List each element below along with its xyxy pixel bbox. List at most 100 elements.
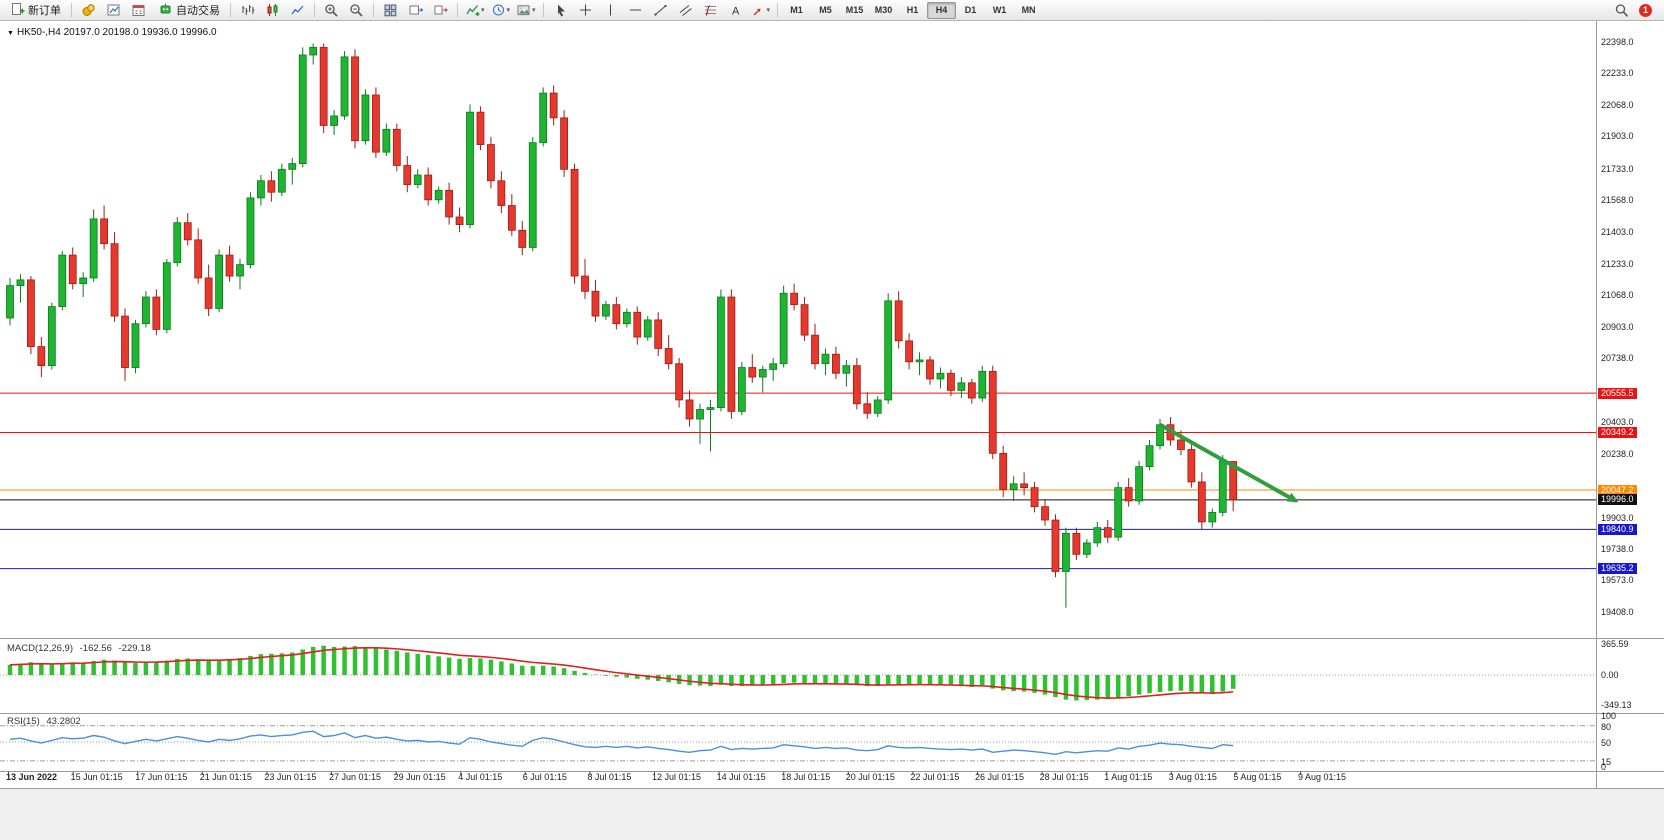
toolbar-separator: [71, 3, 72, 17]
bar-chart-icon-button[interactable]: [235, 1, 260, 20]
candle-body: [633, 311, 642, 338]
time-label: 18 Jul 01:15: [781, 772, 831, 782]
candle-body: [842, 365, 851, 374]
text-a-glyph: A: [732, 6, 740, 18]
candle-body: [528, 142, 537, 248]
candle-body: [643, 319, 652, 338]
crosshair-icon-button[interactable]: [573, 1, 598, 20]
trendline-icon-button[interactable]: [648, 1, 673, 20]
new-order-button[interactable]: 新订单: [4, 1, 67, 20]
candle-body: [1103, 527, 1112, 538]
chart-shift-icon-button[interactable]: [428, 1, 453, 20]
collapse-chart-icon[interactable]: ▼: [7, 30, 14, 37]
candle-body: [173, 222, 182, 264]
price-tick: 21403.0: [1601, 226, 1634, 237]
candle-body: [518, 229, 527, 248]
candle-body: [16, 279, 25, 286]
cursor-icon-button[interactable]: [548, 1, 573, 20]
timeframe-button-mn[interactable]: MN: [1021, 5, 1036, 15]
zoom-in-glyph: [325, 4, 338, 17]
candle-body: [915, 359, 924, 363]
rsi-axis-label: 80: [1601, 721, 1612, 732]
timeframe-button-d1[interactable]: D1: [964, 5, 977, 15]
chart-scroll-glyph: [409, 5, 423, 15]
candle-body: [758, 369, 767, 378]
price-axis[interactable]: 22398.0 22233.0 22068.0 21903.0 21733.0 21568…: [1597, 20, 1664, 772]
zoom-out-icon-button[interactable]: [344, 1, 369, 20]
candle-body: [1114, 487, 1123, 538]
rsi-axis-label: 50: [1601, 738, 1612, 748]
clock-glyph: [492, 4, 504, 16]
text-tool-icon-button[interactable]: A: [723, 1, 748, 20]
periods-clock-icon-button[interactable]: ▾: [488, 1, 514, 20]
fibonacci-icon-button[interactable]: [698, 1, 723, 20]
price-tick: 21568.0: [1601, 195, 1634, 206]
candle-body: [1135, 466, 1144, 502]
tile-windows-icon-button[interactable]: [378, 1, 403, 20]
zoom-out-glyph: [350, 4, 363, 17]
auto-scroll-icon-button[interactable]: [403, 1, 428, 20]
vertical-line-icon-button[interactable]: [598, 1, 623, 20]
data-window-icon-button[interactable]: [101, 1, 126, 20]
toolbar-separator: [373, 3, 374, 17]
candle-body: [204, 277, 213, 309]
chevron-down-icon: ▾: [481, 7, 485, 14]
candle-body: [873, 399, 882, 414]
market-watch-icon-button[interactable]: [76, 1, 101, 20]
timeframe-button-m15[interactable]: M15: [845, 5, 864, 15]
calendar-icon-button[interactable]: [126, 1, 151, 20]
candle-body: [560, 117, 568, 170]
timeframe-button-h4[interactable]: H4: [927, 1, 957, 19]
candle-body: [1218, 460, 1227, 513]
chart-snapshot-icon-button[interactable]: ▾: [513, 1, 539, 20]
svg-text:A: A: [732, 6, 740, 18]
search-button[interactable]: [1609, 1, 1634, 20]
time-label: 14 Jul 01:15: [716, 772, 766, 782]
time-label: 6 Jul 01:15: [522, 772, 567, 782]
toolbar-group-timeframes: M1 M5 M15 M30 H1 H4 D1 W1 MN: [782, 1, 1043, 19]
timeframe-button-m30[interactable]: M30: [874, 5, 893, 15]
line-chart-icon-button[interactable]: [285, 1, 310, 20]
timeframe-button-w1[interactable]: W1: [992, 5, 1007, 15]
zoom-in-icon-button[interactable]: [319, 1, 344, 20]
auto-trading-button[interactable]: 自动交易: [152, 1, 226, 20]
price-tick: 22068.0: [1601, 99, 1634, 110]
candle-body: [737, 367, 746, 412]
candles-glyph: [267, 4, 278, 16]
candle-body: [225, 254, 234, 277]
indicators-icon-button[interactable]: ▾: [462, 1, 488, 20]
candle-body: [664, 348, 673, 365]
time-axis[interactable]: 13 Jun 2022 15 Jun 01:15 17 Jun 01:15 21 Ju…: [0, 772, 1596, 789]
candle-body: [392, 128, 401, 166]
candle-body: [68, 254, 77, 285]
candle-body: [852, 365, 861, 405]
candle-body: [539, 92, 548, 144]
candle-body: [382, 128, 391, 153]
timeframe-button-m1[interactable]: M1: [790, 5, 803, 15]
candle-body: [1145, 445, 1154, 468]
macd-axis-label: -349.13: [1601, 699, 1632, 710]
ohlc-header: ▼ HK50-,H4 20197.0 20198.0 19936.0 19996.…: [7, 27, 217, 38]
channel-icon-button[interactable]: [673, 1, 698, 20]
candlestick-chart-icon-button[interactable]: [260, 1, 285, 20]
price-level-tag: 19996.0: [1598, 494, 1637, 506]
rsi-axis-label: 100: [1601, 711, 1617, 721]
price-tick: 20738.0: [1601, 353, 1634, 364]
candle-body: [884, 300, 893, 401]
candle-body: [497, 180, 506, 206]
arrows-glyph: [753, 8, 761, 16]
candle-body: [27, 279, 35, 347]
candle-body: [685, 399, 694, 420]
candle-body: [622, 311, 631, 325]
horizontal-line-icon-button[interactable]: [623, 1, 648, 20]
arrows-tool-icon-button[interactable]: ▾: [748, 1, 774, 20]
timeframe-button-h1[interactable]: H1: [906, 5, 919, 15]
candle-body: [267, 180, 276, 193]
candle-body: [800, 304, 809, 336]
price-tick: 20903.0: [1601, 321, 1634, 332]
price-tick: 20403.0: [1601, 417, 1634, 428]
trend-arrow[interactable]: [1159, 422, 1297, 503]
timeframe-button-m5[interactable]: M5: [819, 5, 832, 15]
notification-badge[interactable]: 1: [1639, 3, 1652, 17]
